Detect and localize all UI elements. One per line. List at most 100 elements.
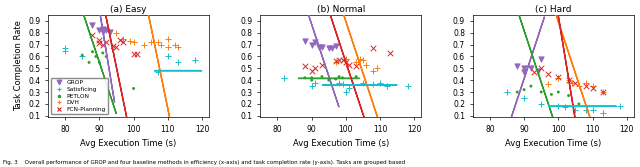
Point (543, 73, 553, 76)
Point (118, 37, 129, 40)
Point (129, 53, 139, 55)
Point (94, 42, 104, 45)
Point (519, 88, 529, 91)
Point (358, 81, 368, 84)
Point (307, 76, 317, 79)
Point (300, 76, 310, 79)
Point (502, 91, 512, 93)
Title: (a) Easy: (a) Easy (110, 5, 147, 14)
Point (317, 75, 327, 78)
Point (536, 103, 547, 105)
Point (526, 67, 536, 70)
Point (173, 46, 183, 48)
Point (125, 40, 135, 42)
Point (94, 29, 104, 32)
Point (588, 85, 598, 88)
Point (317, 63, 327, 66)
Point (372, 67, 382, 70)
X-axis label: Avg Execution Time (s): Avg Execution Time (s) (505, 139, 602, 148)
Point (129, 87, 139, 90)
Point (334, 59, 344, 61)
Point (330, 61, 340, 64)
Point (324, 47, 334, 50)
Point (598, 91, 608, 93)
Point (327, 47, 337, 50)
Y-axis label: Task Completion Rate: Task Completion Rate (13, 21, 22, 111)
Point (330, 44, 340, 47)
Point (536, 67, 547, 70)
Point (532, 69, 543, 72)
Point (163, 46, 173, 48)
Point (580, 85, 591, 88)
Point (129, 41, 139, 44)
Point (101, 41, 111, 44)
Point (98, 30, 108, 33)
Point (111, 31, 122, 34)
Point (324, 79, 334, 81)
Point (567, 81, 577, 84)
Point (98, 28, 108, 31)
Point (101, 55, 111, 58)
Point (115, 39, 125, 41)
Point (334, 81, 344, 84)
Text: Fig. 3    Overall performance of GROP and four baseline methods in efficiency (x: Fig. 3 Overall performance of GROP and f… (3, 160, 405, 165)
Point (163, 37, 173, 40)
Point (358, 59, 368, 61)
Point (368, 69, 378, 72)
Point (300, 65, 310, 67)
Point (512, 91, 522, 93)
Point (300, 40, 310, 42)
Point (77, 54, 87, 57)
Point (375, 81, 385, 84)
Point (88, 50, 98, 53)
Point (118, 41, 129, 44)
Point (163, 55, 173, 58)
Point (307, 69, 317, 72)
Point (190, 59, 200, 61)
Point (307, 85, 317, 88)
Point (307, 43, 317, 46)
Point (341, 57, 351, 60)
Point (330, 60, 340, 63)
Point (570, 108, 580, 111)
Point (588, 108, 598, 111)
Point (573, 85, 584, 88)
Point (84, 61, 94, 64)
Point (111, 46, 122, 48)
X-axis label: Avg Execution Time (s): Avg Execution Time (s) (80, 139, 177, 148)
Point (91, 55, 101, 58)
Point (337, 82, 348, 85)
Point (88, 34, 98, 37)
Title: (b) Normal: (b) Normal (317, 5, 365, 14)
Point (139, 43, 149, 46)
Point (152, 41, 163, 44)
Point (382, 85, 392, 88)
Point (341, 61, 351, 64)
Point (317, 46, 327, 48)
Point (108, 44, 118, 47)
Point (77, 55, 87, 58)
Point (314, 46, 324, 48)
Point (94, 39, 104, 41)
Point (560, 106, 570, 109)
Point (98, 52, 108, 54)
Point (598, 91, 608, 93)
Point (526, 85, 536, 88)
Point (403, 85, 413, 88)
Point (88, 23, 98, 26)
Point (536, 57, 547, 60)
Point (310, 67, 320, 70)
Point (351, 75, 362, 78)
Point (152, 70, 163, 73)
Point (344, 63, 355, 66)
Point (615, 105, 625, 108)
Point (543, 82, 553, 85)
Point (170, 43, 180, 46)
Point (553, 91, 563, 93)
Point (580, 81, 591, 84)
Point (310, 81, 320, 84)
Point (94, 61, 104, 64)
Point (529, 70, 540, 73)
Point (60, 49, 70, 52)
Point (519, 67, 529, 70)
